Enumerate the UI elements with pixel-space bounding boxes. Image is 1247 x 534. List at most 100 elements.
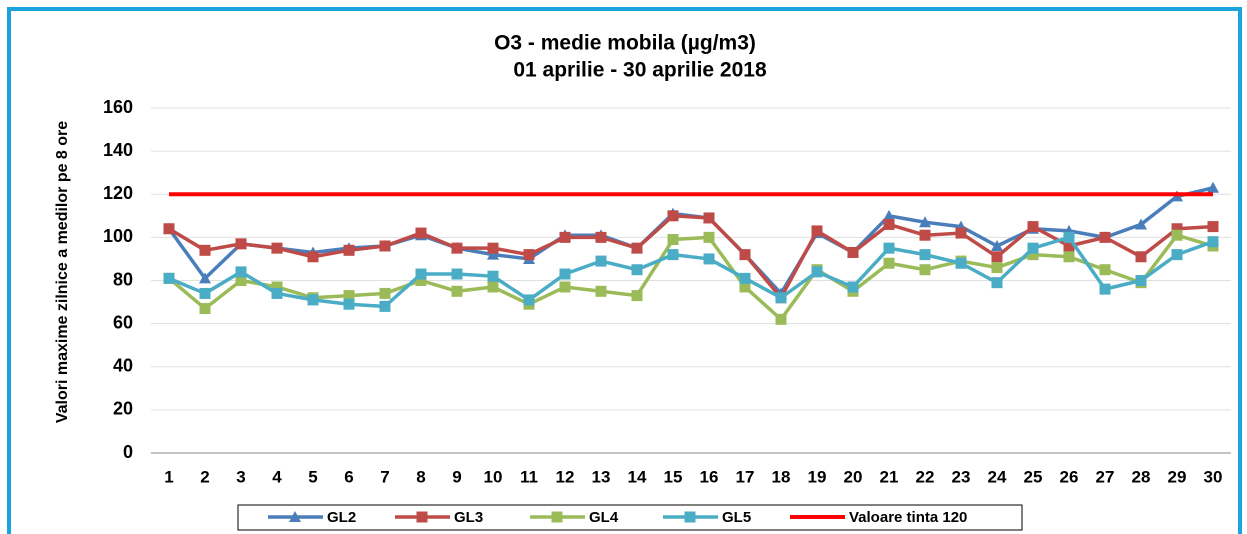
marker xyxy=(1027,242,1039,254)
marker xyxy=(1207,221,1219,233)
marker xyxy=(1063,240,1075,252)
marker xyxy=(1099,264,1111,276)
marker xyxy=(919,264,931,276)
marker xyxy=(551,511,563,523)
marker xyxy=(991,277,1003,289)
marker xyxy=(1027,221,1039,233)
marker xyxy=(271,242,283,254)
marker xyxy=(523,294,535,306)
series-line xyxy=(168,214,1214,300)
marker xyxy=(487,270,499,282)
x-tick-label: 23 xyxy=(952,467,971,486)
x-tick-label: 13 xyxy=(592,467,611,486)
x-tick-label: 21 xyxy=(880,467,899,486)
marker xyxy=(703,231,715,243)
marker xyxy=(199,303,211,315)
x-tick-label: 18 xyxy=(772,467,791,486)
marker xyxy=(451,242,463,254)
marker xyxy=(775,313,787,325)
marker xyxy=(991,240,1003,251)
marker xyxy=(416,511,428,523)
x-tick-label: 29 xyxy=(1168,467,1187,486)
marker xyxy=(1099,283,1111,295)
y-tick-label: 140 xyxy=(103,140,133,160)
marker xyxy=(739,272,751,284)
series-line xyxy=(168,235,1214,309)
marker xyxy=(667,249,679,261)
x-tick-label: 30 xyxy=(1204,467,1223,486)
marker xyxy=(415,227,427,239)
marker xyxy=(1135,218,1147,230)
y-tick-label: 20 xyxy=(113,399,133,419)
x-tick-label: 1 xyxy=(164,467,173,486)
x-tick-label: 4 xyxy=(272,467,282,486)
marker xyxy=(919,249,931,261)
y-tick-label: 100 xyxy=(103,226,133,246)
marker xyxy=(667,210,679,222)
marker xyxy=(811,225,823,237)
marker xyxy=(847,281,859,293)
chart-title: O3 - medie mobila (µg/m3) xyxy=(494,32,756,55)
marker xyxy=(451,285,463,297)
marker xyxy=(379,287,391,299)
marker xyxy=(883,242,895,254)
marker xyxy=(991,251,1003,263)
x-tick-label: 2 xyxy=(200,467,209,486)
marker xyxy=(235,238,247,250)
x-tick-label: 20 xyxy=(844,467,863,486)
marker xyxy=(883,218,895,230)
x-tick-label: 6 xyxy=(344,467,353,486)
marker xyxy=(271,287,283,299)
marker xyxy=(487,281,499,293)
x-tick-label: 22 xyxy=(916,467,935,486)
marker xyxy=(1135,251,1147,263)
marker xyxy=(739,249,751,261)
legend-label: GL4 xyxy=(589,509,619,526)
marker xyxy=(955,227,967,239)
marker xyxy=(451,268,463,280)
series-line xyxy=(167,233,1214,322)
marker xyxy=(775,292,787,304)
marker xyxy=(379,300,391,312)
marker xyxy=(415,268,427,280)
x-tick-label: 25 xyxy=(1024,467,1043,486)
marker xyxy=(667,234,679,246)
marker xyxy=(955,257,967,269)
marker xyxy=(703,212,715,224)
marker xyxy=(1171,223,1183,235)
marker xyxy=(343,244,355,256)
marker xyxy=(1207,236,1219,248)
marker xyxy=(235,266,247,278)
x-tick-label: 5 xyxy=(308,467,317,486)
x-tick-label: 24 xyxy=(988,467,1007,486)
marker xyxy=(199,287,211,299)
marker xyxy=(631,264,643,276)
x-tick-label: 17 xyxy=(736,467,755,486)
marker xyxy=(343,298,355,310)
legend-label: GL5 xyxy=(722,509,751,526)
marker xyxy=(919,229,931,241)
marker xyxy=(1099,231,1111,243)
marker xyxy=(1027,249,1039,261)
marker xyxy=(163,272,175,284)
marker xyxy=(1171,249,1183,261)
marker xyxy=(289,511,301,522)
y-tick-label: 0 xyxy=(123,442,133,462)
marker xyxy=(379,240,391,252)
marker xyxy=(559,268,571,280)
y-tick-label: 80 xyxy=(113,269,133,289)
y-axis-label: Valori maxime zilnice a medilor pe 8 ore xyxy=(54,121,71,423)
marker xyxy=(684,511,696,523)
x-tick-label: 12 xyxy=(556,467,575,486)
marker xyxy=(1207,181,1219,193)
marker xyxy=(199,272,211,284)
chart-subtitle: 01 aprilie - 30 aprilie 2018 xyxy=(513,59,767,82)
marker xyxy=(271,281,283,293)
legend-label: GL2 xyxy=(327,509,356,526)
x-tick-label: 27 xyxy=(1096,467,1115,486)
marker xyxy=(307,294,319,306)
x-tick-label: 16 xyxy=(700,467,719,486)
marker xyxy=(595,231,607,243)
